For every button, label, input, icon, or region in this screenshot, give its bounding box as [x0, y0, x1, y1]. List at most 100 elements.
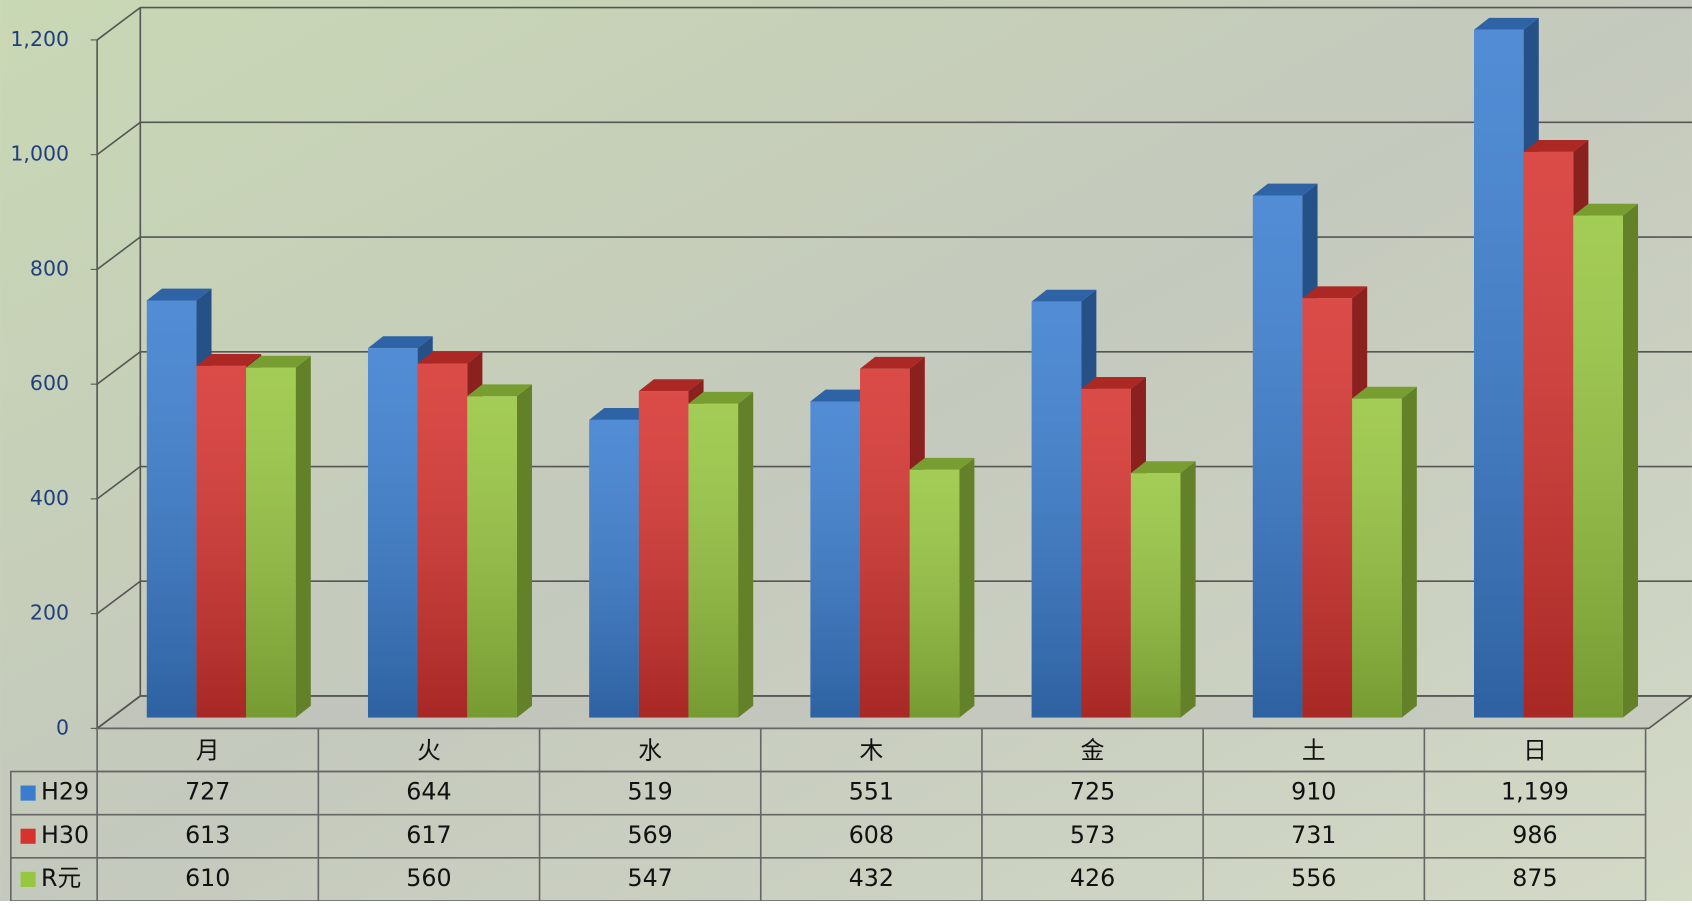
x-tick-label: 日: [1523, 737, 1547, 765]
bar-shade: [909, 469, 960, 718]
bar-shade: [860, 368, 910, 718]
bar-top-shade: [1302, 286, 1368, 299]
bar-top: [909, 457, 975, 470]
data-label: 551: [849, 778, 894, 806]
data-label: 573: [1070, 821, 1115, 849]
bar-shade: [1252, 195, 1303, 718]
data-label: 617: [406, 821, 451, 849]
bar-top: [810, 389, 876, 402]
bar-shade: [417, 363, 468, 718]
bar-top: [589, 407, 654, 420]
bar-side-shade: [295, 355, 311, 718]
bar-shade: [1130, 473, 1181, 718]
grid-line: [96, 465, 141, 500]
bar-top: [1474, 17, 1539, 30]
bar-top-shade: [1474, 17, 1539, 30]
grid-line: [96, 580, 141, 615]
bar-shade: [1523, 151, 1574, 718]
bar-side: [295, 355, 311, 718]
bar-top-shade: [417, 351, 483, 364]
data-label: 731: [1291, 821, 1336, 849]
bar-top: [1081, 376, 1146, 389]
bar-shade: [467, 396, 517, 718]
bar-top-shade: [467, 384, 532, 397]
bar-top-shade: [196, 354, 262, 366]
bar-top: [638, 379, 704, 392]
data-label: 644: [406, 778, 451, 806]
legend-label: H30: [41, 821, 89, 849]
y-tick-label: 800: [30, 256, 69, 280]
bar-top-shade: [909, 457, 975, 470]
y-tick-label: 0: [56, 715, 69, 739]
data-label: 432: [849, 864, 894, 892]
bar-side-shade: [1401, 386, 1417, 718]
bar-side: [1622, 203, 1639, 718]
bar-shade: [1302, 298, 1353, 718]
bar-side: [1401, 386, 1417, 718]
y-tick-label: 600: [30, 371, 69, 395]
bar-side: [1180, 461, 1196, 718]
data-label: 569: [628, 821, 673, 849]
bar-top-shade: [1081, 376, 1146, 389]
data-label: 560: [406, 864, 451, 892]
bar-top: [246, 355, 311, 368]
data-label: 725: [1070, 778, 1115, 806]
bar-top: [146, 288, 212, 301]
bar-top-shade: [810, 389, 876, 402]
bar-side-shade: [738, 391, 754, 718]
bar-side: [516, 384, 532, 718]
bar-top: [1573, 203, 1639, 216]
y-tick-label: 1,200: [10, 27, 69, 51]
bar-top: [467, 384, 532, 397]
x-tick-label: 月: [196, 737, 220, 765]
bar-top-shade: [638, 379, 704, 392]
legend-label: R元: [41, 864, 81, 892]
data-label: 608: [849, 821, 894, 849]
grid-line: [96, 351, 141, 385]
bar-top-shade: [860, 356, 925, 369]
data-label: 610: [185, 864, 230, 892]
bar-top-shade: [1031, 289, 1097, 302]
data-label: 556: [1291, 864, 1336, 892]
bar-shade: [688, 403, 739, 718]
x-tick-label: 金: [1081, 737, 1105, 765]
data-label: 910: [1291, 778, 1336, 806]
data-label: 519: [628, 778, 673, 806]
bar-shade: [1081, 388, 1131, 718]
data-table: 月 火 水 木 金 土 日 H29 727 644 519 551 725 910 1,199 H30 613 6…: [10, 727, 1647, 902]
bar-top: [1031, 289, 1097, 302]
grid-line: [96, 236, 141, 271]
legend-swatch: [20, 828, 36, 844]
bar-top-shade: [1352, 386, 1417, 399]
bar-shade: [1573, 215, 1623, 718]
bar-top-shade: [1523, 140, 1589, 152]
x-tick-label: 木: [859, 737, 883, 765]
bar-top-shade: [246, 355, 311, 368]
y-tick-label: 400: [30, 486, 69, 510]
bar-top-shade: [1573, 203, 1639, 216]
bar-top: [1302, 286, 1368, 299]
data-label: 547: [628, 864, 673, 892]
bar-top-shade: [1252, 183, 1318, 196]
bar-shade: [810, 401, 861, 718]
bar-top-shade: [1130, 461, 1196, 474]
bar-shade: [1474, 29, 1524, 718]
bar-shade: [638, 391, 689, 718]
bar-side: [959, 457, 975, 718]
y-tick-label: 1,000: [10, 142, 69, 166]
bar-top: [1352, 386, 1417, 399]
bar-shade: [1031, 301, 1082, 718]
x-tick-label: 土: [1302, 737, 1326, 765]
bar-top-shade: [146, 288, 212, 301]
bar-side-shade: [1622, 203, 1639, 718]
y-tick-label: 200: [30, 601, 69, 625]
bar-top-shade: [589, 407, 654, 420]
legend-swatch: [20, 785, 36, 801]
data-label: 986: [1512, 821, 1557, 849]
bar-top-shade: [367, 336, 433, 349]
data-label: 727: [185, 778, 230, 806]
bar-top-shade: [688, 391, 754, 404]
data-label: 426: [1070, 864, 1115, 892]
bar-top: [417, 351, 483, 364]
